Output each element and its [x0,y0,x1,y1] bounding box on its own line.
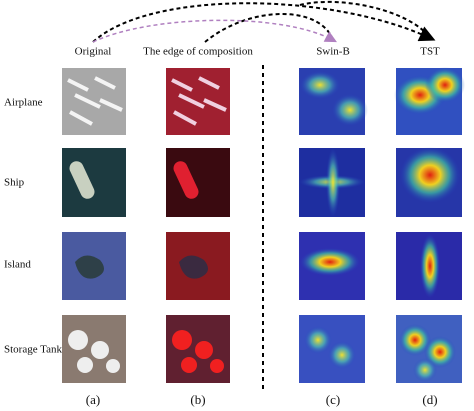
image-detail [172,330,192,350]
image-detail [69,161,95,199]
image-detail [181,357,197,373]
image-detail [67,76,123,126]
image-detail [91,341,109,359]
image-detail [179,255,208,279]
heat-spot [300,248,360,276]
image-detail [68,330,88,350]
row-label: Airplane [4,97,43,109]
heat-spot [400,147,460,203]
row-label: Island [4,259,31,271]
image-detail [106,359,120,373]
caption: (b) [190,392,205,407]
caption: (d) [422,392,437,407]
image-row [62,232,462,300]
arrow-original-swin [92,19,337,43]
arrow-edge-tst [204,13,334,43]
image-detail [171,76,227,126]
heat-spot [420,234,440,298]
column-header: The edge of composition [143,46,253,58]
row-label: Ship [4,177,25,189]
image-row [62,315,462,383]
row-label: Storage Tank [4,344,62,356]
image-original [62,148,126,217]
caption: (c) [326,392,340,407]
image-detail [75,255,104,279]
heat-spot [425,67,465,103]
image-row [62,67,465,135]
arrow-original-tst [92,2,436,43]
image-detail [77,357,93,373]
image-edge [166,68,230,135]
column-header: Original [75,46,112,58]
heat-spot [399,324,431,356]
image-row [62,147,462,217]
image-original [62,68,126,135]
heat-spot [328,341,356,369]
image-detail [210,359,224,373]
image-detail [173,161,199,199]
heat-spot [332,94,368,126]
column-header: TST [420,46,440,58]
caption: (a) [86,392,100,407]
heat-spot [304,326,332,354]
image-edge [166,148,230,217]
heat-spot [424,336,456,368]
heat-spot [413,358,437,382]
arrow-edge-tst [299,0,431,39]
heat-spot [326,148,340,217]
heat-spot [300,71,340,99]
image-detail [195,341,213,359]
column-header: Swin-B [316,46,350,58]
